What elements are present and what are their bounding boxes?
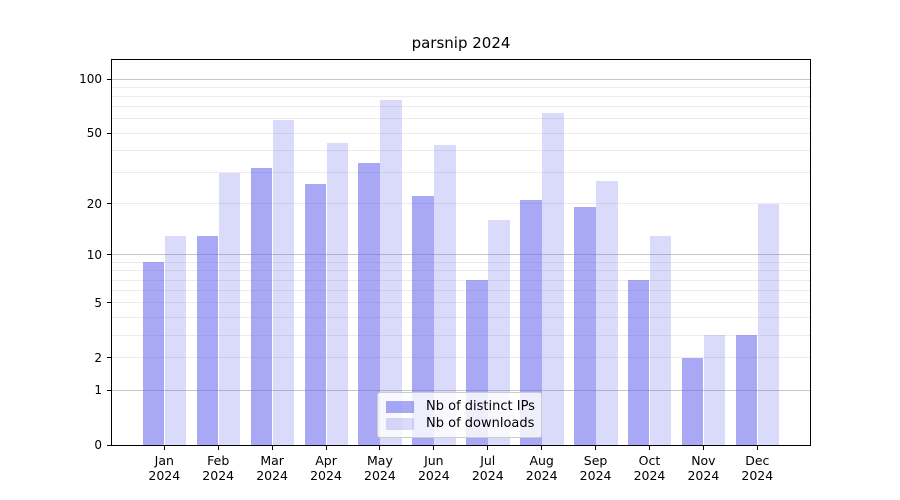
bar-jan-downloads	[164, 235, 187, 445]
plot-area	[111, 59, 811, 446]
x-tick-label-oct: Oct 2024	[633, 453, 666, 483]
x-tick-jun	[433, 446, 435, 450]
y-tick-label-100: 100	[79, 72, 102, 86]
y-tick-label-5: 5	[94, 295, 102, 310]
x-tick-nov	[702, 446, 704, 450]
x-tick-label-jul: Jul 2024	[471, 453, 504, 483]
x-tick-jan	[163, 446, 165, 450]
chart-title: parsnip 2024	[411, 34, 511, 52]
minor-gridline-4	[112, 316, 810, 318]
minor-gridline-80	[112, 96, 810, 97]
minor-gridline-9	[112, 261, 810, 263]
y-tick-label-20: 20	[86, 196, 102, 211]
y-tick-2	[107, 357, 111, 359]
minor-gridline-5	[112, 302, 810, 304]
x-tick-oct	[648, 446, 650, 450]
x-tick-label-may: May 2024	[364, 453, 396, 483]
major-gridline-10	[112, 254, 810, 256]
bar-nov-downloads	[703, 335, 726, 445]
x-tick-aug	[541, 446, 543, 450]
y-tick-100	[107, 78, 111, 80]
bar-apr-downloads	[326, 143, 349, 445]
y-tick-label-1: 1	[94, 383, 102, 398]
bar-feb-downloads	[218, 172, 241, 445]
y-tick-50	[107, 132, 111, 134]
minor-gridline-90	[112, 86, 810, 88]
minor-gridline-70	[112, 106, 810, 108]
minor-gridline-2	[112, 357, 810, 359]
bar-oct-distinct-ips	[627, 280, 650, 445]
x-tick-label-dec: Dec 2024	[741, 453, 774, 483]
bar-mar-distinct-ips	[250, 167, 273, 445]
x-tick-label-aug: Aug 2024	[525, 453, 558, 483]
x-tick-label-jan: Jan 2024	[148, 453, 181, 483]
bar-jan-distinct-ips	[142, 262, 165, 445]
bar-oct-downloads	[649, 235, 672, 445]
legend-entry-downloads: Nb of downloads	[386, 415, 535, 432]
bar-jun-distinct-ips	[412, 196, 434, 445]
y-tick-label-10: 10	[86, 247, 102, 262]
x-tick-label-mar: Mar 2024	[256, 453, 289, 483]
x-tick-mar	[271, 446, 273, 450]
x-tick-sep	[595, 446, 597, 450]
legend-entry-distinct-ips: Nb of distinct IPs	[386, 398, 535, 415]
x-tick-apr	[325, 446, 327, 450]
y-tick-label-2: 2	[94, 350, 102, 365]
legend-label-distinct-ips: Nb of distinct IPs	[426, 398, 535, 414]
bar-sep-downloads	[596, 180, 618, 445]
bar-aug-distinct-ips	[520, 199, 542, 445]
bar-apr-distinct-ips	[304, 183, 327, 445]
legend-swatch-downloads	[386, 417, 414, 430]
bar-may-distinct-ips	[358, 163, 380, 445]
minor-gridline-8	[112, 270, 810, 272]
minor-gridline-7	[112, 279, 810, 281]
bar-jun-downloads	[434, 144, 456, 445]
bar-sep-distinct-ips	[574, 207, 596, 445]
x-tick-jul	[487, 446, 489, 450]
minor-gridline-50	[112, 132, 810, 134]
legend: Nb of distinct IPs Nb of downloads	[377, 392, 542, 438]
bar-nov-distinct-ips	[681, 357, 704, 445]
x-tick-dec	[756, 446, 758, 450]
minor-gridline-6	[112, 290, 810, 292]
legend-swatch-distinct-ips	[386, 400, 414, 413]
bar-dec-downloads	[757, 203, 780, 445]
x-tick-label-nov: Nov 2024	[687, 453, 720, 483]
minor-gridline-60	[112, 118, 810, 120]
y-tick-10	[107, 254, 111, 256]
bar-feb-distinct-ips	[196, 235, 219, 445]
legend-label-downloads: Nb of downloads	[426, 415, 535, 431]
major-gridline-1	[112, 389, 810, 391]
x-tick-may	[379, 446, 381, 450]
bar-may-downloads	[380, 99, 402, 445]
minor-gridline-30	[112, 172, 810, 174]
x-tick-feb	[217, 446, 219, 450]
y-tick-label-0: 0	[94, 438, 102, 452]
bar-aug-downloads	[542, 112, 564, 445]
bar-dec-distinct-ips	[735, 335, 758, 445]
minor-gridline-40	[112, 149, 810, 151]
y-tick-label-50: 50	[86, 126, 102, 141]
y-tick-5	[107, 302, 111, 304]
y-tick-0	[107, 444, 111, 446]
x-tick-label-jun: Jun 2024	[417, 453, 450, 483]
y-tick-1	[107, 389, 111, 391]
y-tick-20	[107, 203, 111, 205]
x-tick-label-feb: Feb 2024	[202, 453, 235, 483]
major-gridline-100	[112, 78, 810, 80]
x-tick-label-apr: Apr 2024	[310, 453, 342, 483]
bar-mar-downloads	[272, 120, 295, 445]
bar-jul-downloads	[488, 220, 510, 445]
minor-gridline-3	[112, 334, 810, 336]
minor-gridline-20	[112, 203, 810, 205]
x-tick-label-sep: Sep 2024	[579, 453, 612, 483]
